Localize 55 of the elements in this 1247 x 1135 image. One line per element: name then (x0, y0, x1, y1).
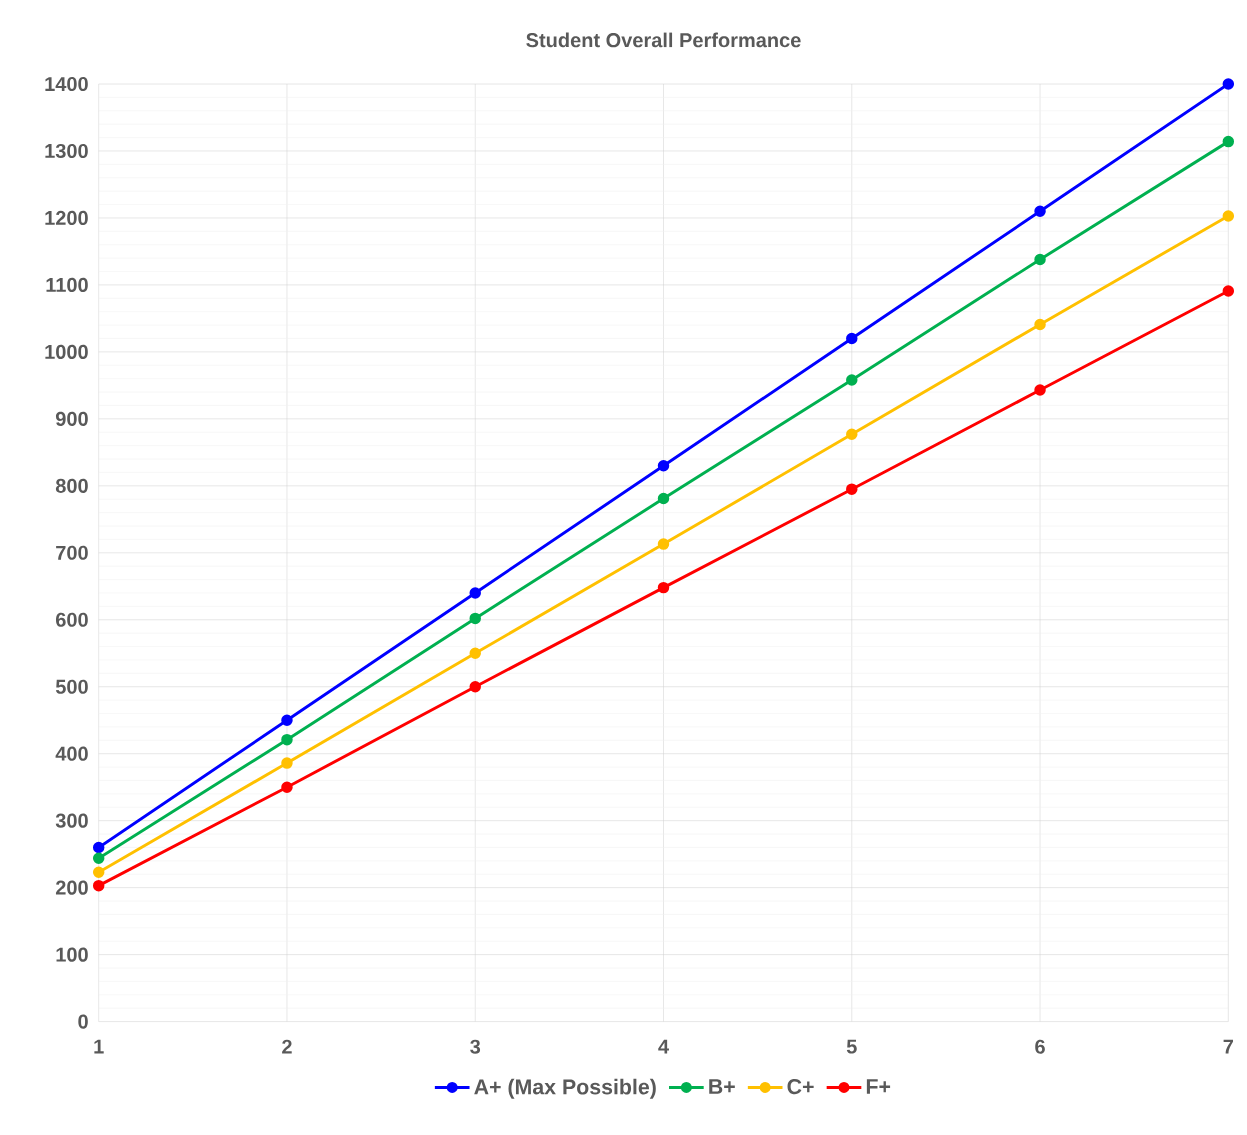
legend-label: F+ (866, 1079, 891, 1094)
y-tick-label: 900 (55, 411, 88, 426)
legend-label: A+ (Max Possible) (474, 1078, 656, 1099)
point (657, 460, 670, 472)
y-tick-label: 1000 (45, 344, 88, 359)
y-tick-label: 200 (55, 880, 88, 895)
point (1034, 253, 1046, 266)
x-tick-label: 5 (846, 1039, 857, 1054)
point (1222, 285, 1235, 297)
y-tick-label: 100 (56, 947, 88, 962)
point (657, 581, 670, 594)
point (281, 714, 293, 726)
point (92, 841, 105, 854)
point (469, 587, 481, 599)
x-tick-label: 6 (1035, 1039, 1045, 1054)
point (92, 852, 105, 864)
point (92, 866, 105, 878)
point (1222, 135, 1235, 148)
point (1222, 78, 1235, 90)
point (1034, 384, 1046, 396)
x-tick-label: 3 (470, 1039, 481, 1054)
y-tick-label: 0 (78, 1014, 88, 1029)
y-tick-label: 1200 (45, 210, 88, 226)
y-tick-label: 300 (55, 813, 88, 828)
y-tick-label: 1300 (45, 143, 88, 159)
point (469, 612, 481, 625)
x-tick-label: 4 (658, 1039, 669, 1054)
point (1222, 210, 1235, 222)
point (1034, 318, 1046, 331)
point (846, 332, 858, 345)
legend-label: B+ (709, 1079, 735, 1094)
y-tick-label: 800 (55, 478, 88, 493)
y-tick-label: 600 (56, 612, 88, 627)
point (657, 538, 670, 550)
point (846, 483, 858, 495)
point (281, 757, 293, 769)
y-tick-label: 500 (55, 679, 88, 694)
x-tick-label: 7 (1223, 1039, 1234, 1054)
y-tick-label: 700 (56, 545, 88, 560)
y-tick-label: 1100 (46, 277, 88, 293)
chart-title: Student Overall Performance (526, 32, 801, 48)
point (92, 879, 105, 892)
point (469, 681, 481, 693)
point (469, 647, 481, 660)
y-tick-label: 400 (55, 746, 88, 761)
legend-label: C+ (787, 1079, 814, 1095)
x-tick-label: 1 (94, 1039, 104, 1054)
point (281, 781, 293, 793)
point (1034, 205, 1046, 218)
point (846, 374, 858, 386)
point (657, 492, 670, 505)
point (846, 428, 858, 441)
x-tick-label: 2 (282, 1039, 292, 1054)
point (281, 733, 293, 746)
y-tick-label: 1400 (45, 76, 88, 92)
